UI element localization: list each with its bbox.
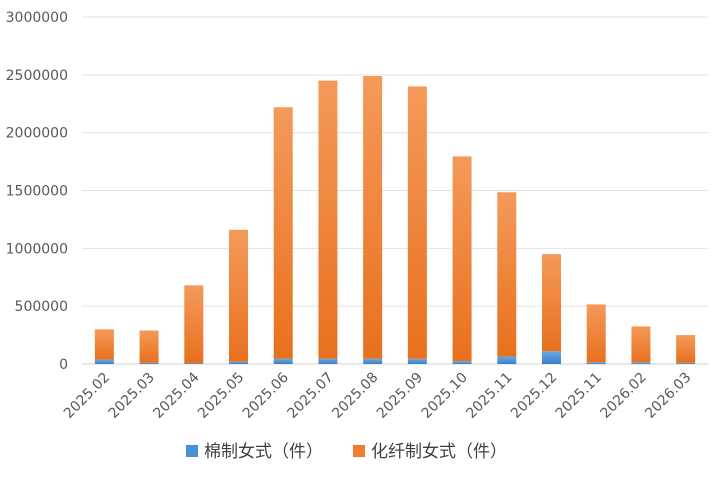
bar-synthetic-11: [586, 304, 606, 363]
x-tick-label: 2025.06: [240, 369, 292, 421]
legend-label: 棉制女式（件）: [204, 442, 323, 462]
legend-swatch: [186, 445, 198, 457]
bar-synthetic-8: [452, 156, 472, 362]
x-tick-label: 2025.07: [284, 370, 336, 422]
x-tick-label: 2026.03: [642, 370, 694, 422]
x-tick-label: 2025.02: [61, 370, 113, 422]
x-tick-label: 2025.12: [508, 370, 560, 422]
bar-cotton-8: [452, 361, 472, 364]
legend-label: 化纤制女式（件）: [371, 442, 507, 462]
bar-synthetic-0: [94, 329, 114, 360]
bar-synthetic-13: [676, 335, 696, 363]
x-tick-label: 2025.03: [106, 370, 158, 422]
bar-cotton-2: [184, 363, 204, 364]
bar-synthetic-6: [363, 75, 383, 359]
bar-cotton-9: [497, 356, 517, 364]
y-tick-label: 2000000: [6, 126, 68, 142]
y-axis-ticks: 0 500000 1000000 1500000 2000000 2500000 30000…: [6, 10, 68, 373]
bar-cotton-1: [139, 362, 159, 364]
bar-cotton-11: [586, 362, 606, 364]
y-tick-label: 1000000: [6, 241, 68, 257]
bar-cotton-13: [676, 362, 696, 364]
bar-synthetic-2: [184, 285, 204, 364]
bar-cotton-7: [407, 358, 427, 364]
bar-synthetic-5: [318, 80, 338, 359]
bars: [94, 75, 696, 364]
x-tick-label: 2025.05: [195, 370, 247, 422]
bar-cotton-3: [229, 361, 248, 364]
bar-cotton-12: [631, 362, 651, 364]
bar-cotton-10: [542, 351, 561, 364]
bar-cotton-5: [318, 358, 338, 364]
bar-synthetic-10: [542, 254, 561, 352]
legend-swatch: [353, 445, 365, 457]
legend: 棉制女式（件） 化纤制女式（件）: [186, 442, 507, 462]
x-tick-label: 2025.09: [374, 370, 426, 422]
bar-synthetic-9: [497, 192, 517, 357]
x-tick-label: 2025.11: [463, 370, 515, 422]
y-tick-label: 1500000: [6, 184, 68, 200]
bar-cotton-0: [94, 359, 114, 364]
bar-cotton-6: [363, 358, 383, 364]
x-tick-label: 2026.02: [597, 370, 649, 422]
x-tick-label: 2025.08: [329, 370, 381, 422]
y-tick-label: 500000: [15, 299, 68, 315]
bar-synthetic-3: [229, 229, 248, 362]
gridlines: [82, 16, 708, 365]
bar-cotton-4: [273, 358, 293, 364]
bar-synthetic-12: [631, 326, 651, 363]
y-tick-label: 2500000: [6, 68, 68, 84]
x-axis-ticks: 2025.022025.032025.042025.052025.062025.…: [61, 369, 695, 421]
x-tick-label: 2025.10: [419, 370, 471, 422]
bar-synthetic-1: [139, 330, 159, 363]
y-tick-label: 3000000: [6, 10, 68, 26]
bar-synthetic-7: [407, 86, 427, 359]
x-tick-label: 2025.04: [150, 369, 202, 421]
bar-synthetic-4: [273, 107, 293, 359]
y-tick-label: 0: [59, 357, 68, 373]
x-tick-label: 2025.11: [553, 370, 605, 422]
